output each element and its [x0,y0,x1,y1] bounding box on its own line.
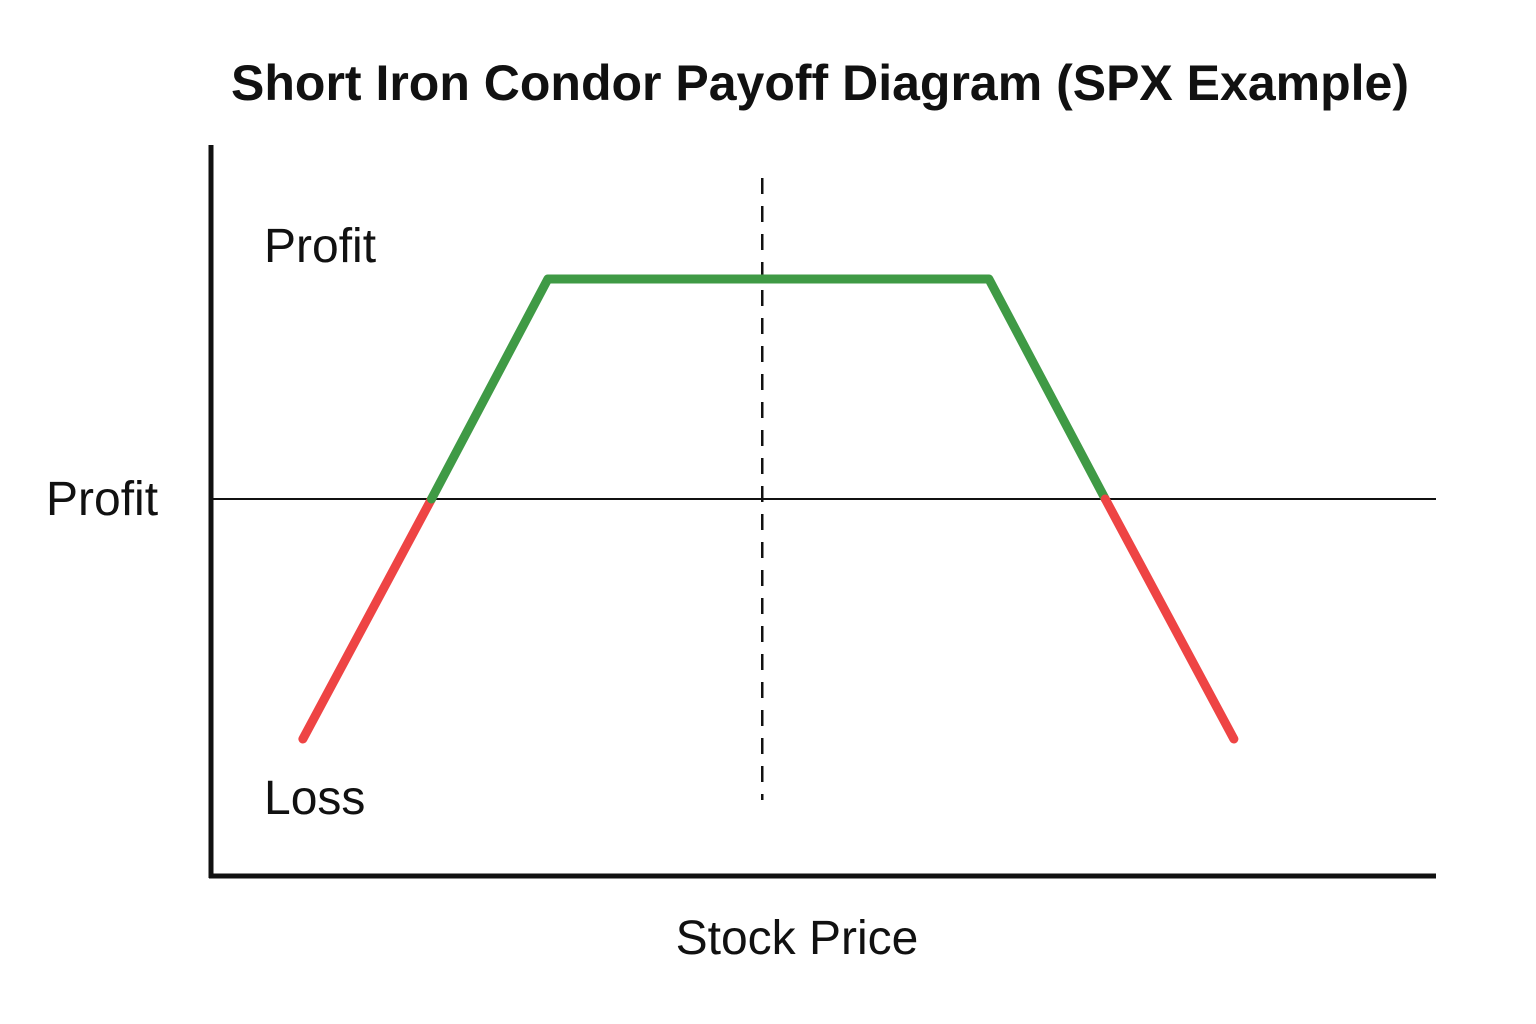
loss-region-label: Loss [264,772,365,825]
y-axis-label: Profit [46,473,158,526]
payoff-segment-2 [427,274,1110,504]
payoff-segment-3 [1100,494,1239,744]
profit-region-label: Profit [264,220,376,273]
chart-title: Short Iron Condor Payoff Diagram (SPX Ex… [231,55,1409,111]
payoff-series [298,274,1239,744]
x-axis-label: Stock Price [676,912,919,965]
payoff-segment-1 [298,494,436,744]
